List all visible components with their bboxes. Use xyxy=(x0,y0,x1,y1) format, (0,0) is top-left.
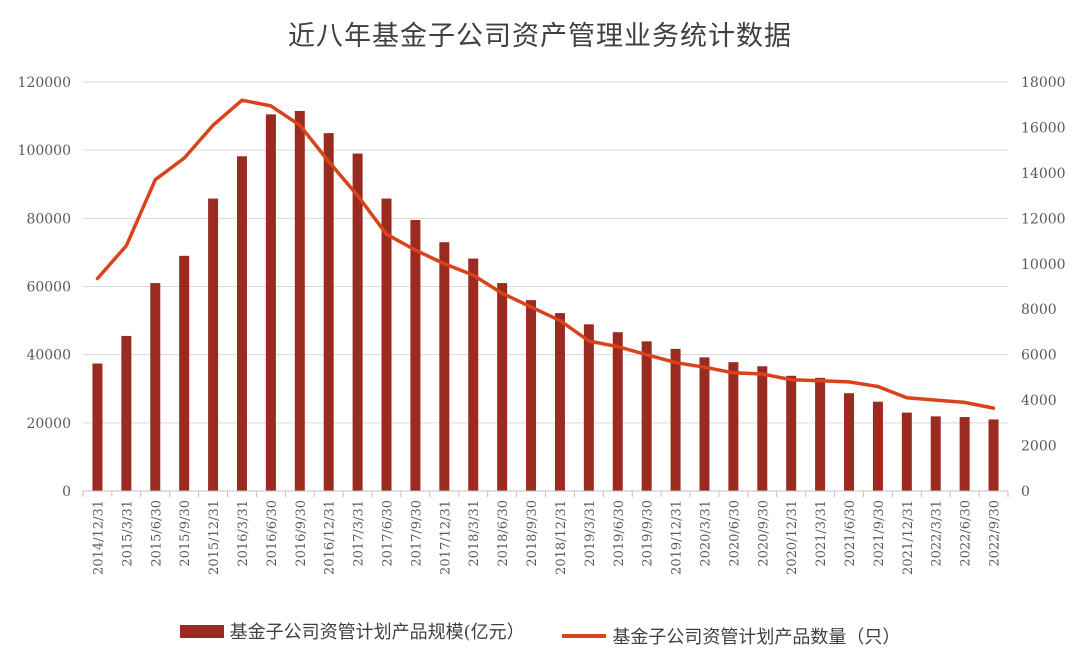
y-right-tick-label: 2000 xyxy=(1021,439,1057,455)
y-right-tick-label: 14000 xyxy=(1021,166,1066,182)
chart-title: 近八年基金子公司资产管理业务统计数据 xyxy=(288,21,792,52)
gridlines xyxy=(83,81,1008,424)
x-tick-label: 2017/12/31 xyxy=(438,500,453,575)
bar xyxy=(323,133,334,491)
bar xyxy=(670,348,681,491)
bar-series xyxy=(92,110,999,492)
x-tick-label: 2015/12/31 xyxy=(207,500,222,575)
legend-swatch-line xyxy=(562,633,607,638)
line-series xyxy=(95,98,996,410)
bar xyxy=(150,283,161,491)
x-tick-label: 2018/9/30 xyxy=(525,500,540,567)
x-tick-label: 2022/3/31 xyxy=(930,500,945,567)
x-tick-label: 2021/3/31 xyxy=(814,500,829,567)
x-tick-label: 2015/6/30 xyxy=(149,500,164,567)
x-tick-label: 2019/6/30 xyxy=(612,500,627,567)
x-tick-label: 2015/3/31 xyxy=(120,500,135,567)
y-right-tick-label: 16000 xyxy=(1021,120,1066,136)
legend-item-line: 基金子公司资管计划产品数量（只） xyxy=(562,623,900,649)
bar xyxy=(728,362,739,491)
legend-label-bar: 基金子公司资管计划产品规模(亿元） xyxy=(229,622,525,643)
y-left-tick-label: 80000 xyxy=(26,211,71,227)
x-tick-label: 2020/9/30 xyxy=(756,500,771,567)
legend-label-line: 基金子公司资管计划产品数量（只） xyxy=(612,626,901,648)
x-tick-label: 2022/6/30 xyxy=(959,500,974,567)
legend-swatch-bar xyxy=(179,624,224,638)
y-right-tick-label: 0 xyxy=(1021,484,1030,500)
bar xyxy=(641,341,652,491)
x-tick-label: 2017/6/30 xyxy=(381,500,396,567)
bar xyxy=(815,377,826,491)
x-tick-label: 2020/12/31 xyxy=(785,500,800,575)
y-left-tick-label: 0 xyxy=(62,484,71,500)
y-right-tick-label: 4000 xyxy=(1021,393,1057,409)
x-tick-label: 2016/9/30 xyxy=(294,500,309,567)
y-right-tick-label: 18000 xyxy=(1021,75,1066,91)
x-tick-label: 2016/12/31 xyxy=(323,500,338,575)
x-tick-label: 2019/3/31 xyxy=(583,500,598,567)
bar xyxy=(930,416,941,491)
y-left-tick-label: 40000 xyxy=(26,348,71,364)
y-left-tick-label: 120000 xyxy=(18,75,71,91)
bar xyxy=(757,366,768,491)
legend-item-bar: 基金子公司资管计划产品规模(亿元） xyxy=(179,618,525,644)
x-tick-label: 2019/12/31 xyxy=(670,500,685,575)
bar xyxy=(901,412,912,491)
bar xyxy=(988,419,999,491)
bar xyxy=(92,363,103,491)
x-tick-label: 2019/9/30 xyxy=(641,500,656,567)
y-right-tick-label: 10000 xyxy=(1021,257,1066,273)
bar xyxy=(236,156,247,491)
bar xyxy=(294,110,305,492)
bar xyxy=(844,393,855,491)
bar xyxy=(872,401,883,491)
x-tick-label: 2016/6/30 xyxy=(265,500,280,567)
x-tick-label: 2017/9/30 xyxy=(409,500,424,567)
bar xyxy=(439,242,450,491)
y-left-tick-label: 100000 xyxy=(18,143,71,159)
x-tick-label: 2018/3/31 xyxy=(467,500,482,567)
bar xyxy=(583,324,594,491)
bar xyxy=(381,198,392,491)
y-right-tick-label: 8000 xyxy=(1021,302,1057,318)
bar xyxy=(208,198,219,491)
x-tick-label: 2017/3/31 xyxy=(352,500,367,567)
bar xyxy=(959,417,970,491)
bar xyxy=(612,332,623,491)
x-tick-label: 2018/6/30 xyxy=(496,500,511,567)
x-tick-label: 2020/6/30 xyxy=(727,500,742,567)
y-left-tick-label: 20000 xyxy=(26,416,71,432)
x-tick-label: 2021/9/30 xyxy=(872,500,887,567)
x-tick-label: 2021/12/31 xyxy=(901,500,916,575)
bar xyxy=(554,313,565,491)
bar xyxy=(497,283,508,491)
bar xyxy=(352,153,363,491)
x-tick-label: 2021/6/30 xyxy=(843,500,858,567)
bar xyxy=(265,114,276,492)
bar xyxy=(468,258,479,491)
bar xyxy=(121,335,132,491)
y-left-tick-label: 60000 xyxy=(26,280,71,296)
axes: 0 20000 40000 60000 80000 100000 120000 0 2000 40… xyxy=(18,75,1066,575)
line-series-path xyxy=(95,98,996,410)
legend: 基金子公司资管计划产品规模(亿元） 基金子公司资管计划产品数量（只） xyxy=(0,618,1080,649)
bar xyxy=(526,300,537,491)
x-tick-label: 2015/9/30 xyxy=(178,500,193,567)
x-tick-label: 2020/3/31 xyxy=(698,500,713,567)
x-tick-label: 2014/12/31 xyxy=(91,500,106,575)
x-tick-label: 2016/3/31 xyxy=(236,500,251,567)
bar xyxy=(179,255,190,491)
bar xyxy=(410,220,421,491)
bar xyxy=(699,357,710,491)
y-right-tick-label: 6000 xyxy=(1021,348,1057,364)
bar xyxy=(786,375,797,491)
x-tick-label: 2022/9/30 xyxy=(988,500,1003,567)
x-tick-label: 2018/12/31 xyxy=(554,500,569,575)
y-right-tick-label: 12000 xyxy=(1021,211,1066,227)
